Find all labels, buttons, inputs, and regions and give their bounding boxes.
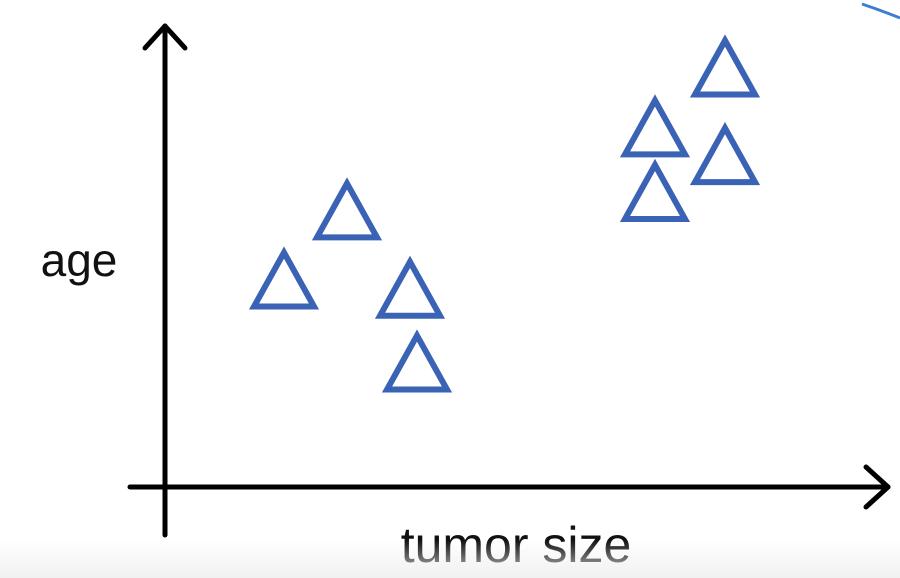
triangle-point [311,177,383,241]
triangle-point [381,329,453,393]
corner-arc [861,2,900,20]
bottom-shade [0,540,900,578]
scatter-markers [248,34,761,393]
y-axis-label: age [41,234,118,286]
triangle-point [689,34,761,98]
y-axis-arrowhead [142,23,188,51]
triangle-point [374,255,446,319]
triangle-point [619,94,691,158]
triangle-point [248,246,320,310]
triangle-point [619,158,691,222]
triangle-point [689,121,761,186]
x-axis-arrowhead [863,464,891,510]
